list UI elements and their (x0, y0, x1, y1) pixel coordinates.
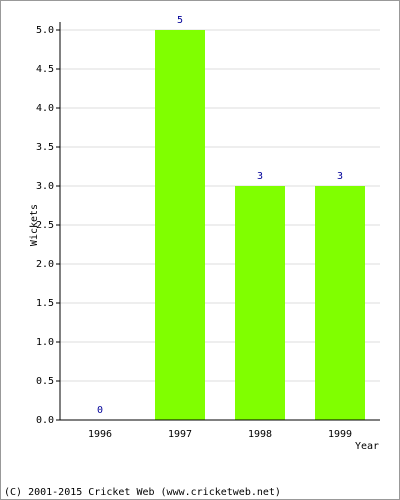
x-tick-label: 1998 (248, 429, 272, 440)
y-tick-label: 3.5 (36, 142, 54, 153)
y-tick-label: 4.5 (36, 64, 54, 75)
y-tick-label: 4.0 (36, 103, 54, 114)
bar (235, 186, 285, 420)
footer: (C) 2001-2015 Cricket Web (www.cricketwe… (4, 487, 281, 498)
x-tick-label: 1999 (328, 429, 352, 440)
y-tick-label: 2.0 (36, 259, 54, 270)
bar (315, 186, 365, 420)
y-tick-label: 5.0 (36, 25, 54, 36)
x-axis-label: Year (355, 441, 379, 452)
value-label: 3 (257, 171, 263, 182)
value-label: 3 (337, 171, 343, 182)
value-label: 5 (177, 15, 183, 26)
x-tick-label: 1996 (88, 429, 112, 440)
y-tick-label: 0.5 (36, 376, 54, 387)
y-axis-label: Wickets (29, 204, 40, 246)
bar (155, 30, 205, 420)
y-tick-label: 1.0 (36, 337, 54, 348)
y-tick-label: 3.0 (36, 181, 54, 192)
x-tick-label: 1997 (168, 429, 192, 440)
y-tick-label: 1.5 (36, 298, 54, 309)
value-label: 0 (97, 405, 103, 416)
y-tick-label: 2.5 (36, 220, 54, 231)
y-tick-label: 0.0 (36, 415, 54, 426)
